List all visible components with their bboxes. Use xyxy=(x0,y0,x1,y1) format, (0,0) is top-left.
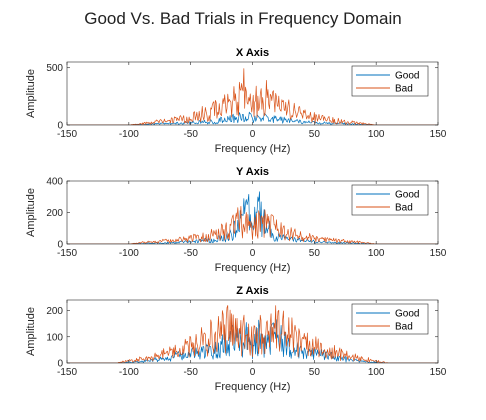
legend-box xyxy=(351,184,429,216)
legend-label-good: Good xyxy=(395,309,419,320)
legend-label-bad: Bad xyxy=(395,84,413,95)
legend-label-good: Good xyxy=(395,190,419,201)
subplot-title: X Axis xyxy=(236,47,269,59)
x-tick-label: 50 xyxy=(309,367,321,378)
x-tick-label: 0 xyxy=(250,248,256,259)
x-tick-label: -150 xyxy=(57,367,77,378)
legend: Good Bad xyxy=(351,65,429,97)
series-line-bad xyxy=(67,68,438,125)
subplot-3: -150 -100 -50 0 50 100 150 0 100 200 Z Axis Frequen… xyxy=(25,285,447,393)
series-line-good xyxy=(67,111,438,125)
legend-label-bad: Bad xyxy=(395,322,413,333)
legend-box xyxy=(351,65,429,97)
y-tick-label: 500 xyxy=(46,63,63,74)
x-tick-label: 150 xyxy=(430,367,447,378)
y-tick-label: 0 xyxy=(57,121,63,132)
legend-box xyxy=(351,303,429,335)
x-tick-label: -100 xyxy=(119,367,139,378)
x-tick-label: 50 xyxy=(309,129,321,140)
x-tick-label: -50 xyxy=(183,367,198,378)
x-axis-label: Frequency (Hz) xyxy=(215,262,291,274)
series-line-bad xyxy=(67,205,438,244)
subplot-2: -150 -100 -50 0 50 100 150 0 200 400 Y Axis Frequen… xyxy=(25,166,447,274)
subplot-1: -150 -100 -50 0 50 100 150 0 500 X Axis Frequency … xyxy=(25,47,447,155)
x-tick-label: -50 xyxy=(183,129,198,140)
x-tick-label: -150 xyxy=(57,248,77,259)
y-tick-label: 200 xyxy=(46,306,63,317)
y-axis-label: Amplitude xyxy=(25,188,37,237)
x-tick-label: -100 xyxy=(119,129,139,140)
x-tick-label: 150 xyxy=(430,248,447,259)
y-axis-label: Amplitude xyxy=(25,307,37,356)
y-tick-label: 100 xyxy=(46,332,63,343)
legend-label-good: Good xyxy=(395,71,419,82)
subplot-title: Y Axis xyxy=(236,166,269,178)
y-tick-label: 0 xyxy=(57,359,63,370)
x-tick-label: -100 xyxy=(119,248,139,259)
legend-label-bad: Bad xyxy=(395,203,413,214)
figure-title: Good Vs. Bad Trials in Frequency Domain xyxy=(84,9,401,28)
x-tick-label: 50 xyxy=(309,248,321,259)
series-line-good xyxy=(67,191,438,244)
legend: Good Bad xyxy=(351,303,429,335)
x-tick-label: -150 xyxy=(57,129,77,140)
x-tick-label: 100 xyxy=(368,367,385,378)
y-axis-label: Amplitude xyxy=(25,69,37,118)
series-group xyxy=(67,68,438,125)
x-tick-label: 0 xyxy=(250,129,256,140)
x-tick-label: 150 xyxy=(430,129,447,140)
series-group xyxy=(67,191,438,244)
y-tick-label: 0 xyxy=(57,240,63,251)
x-axis-label: Frequency (Hz) xyxy=(215,143,291,155)
x-tick-label: 0 xyxy=(250,367,256,378)
y-tick-label: 400 xyxy=(46,177,63,188)
legend: Good Bad xyxy=(351,184,429,216)
x-axis-label: Frequency (Hz) xyxy=(215,381,291,393)
x-tick-label: 100 xyxy=(368,129,385,140)
y-tick-label: 200 xyxy=(46,208,63,219)
x-tick-label: -50 xyxy=(183,248,198,259)
x-tick-label: 100 xyxy=(368,248,385,259)
subplot-title: Z Axis xyxy=(236,285,269,297)
